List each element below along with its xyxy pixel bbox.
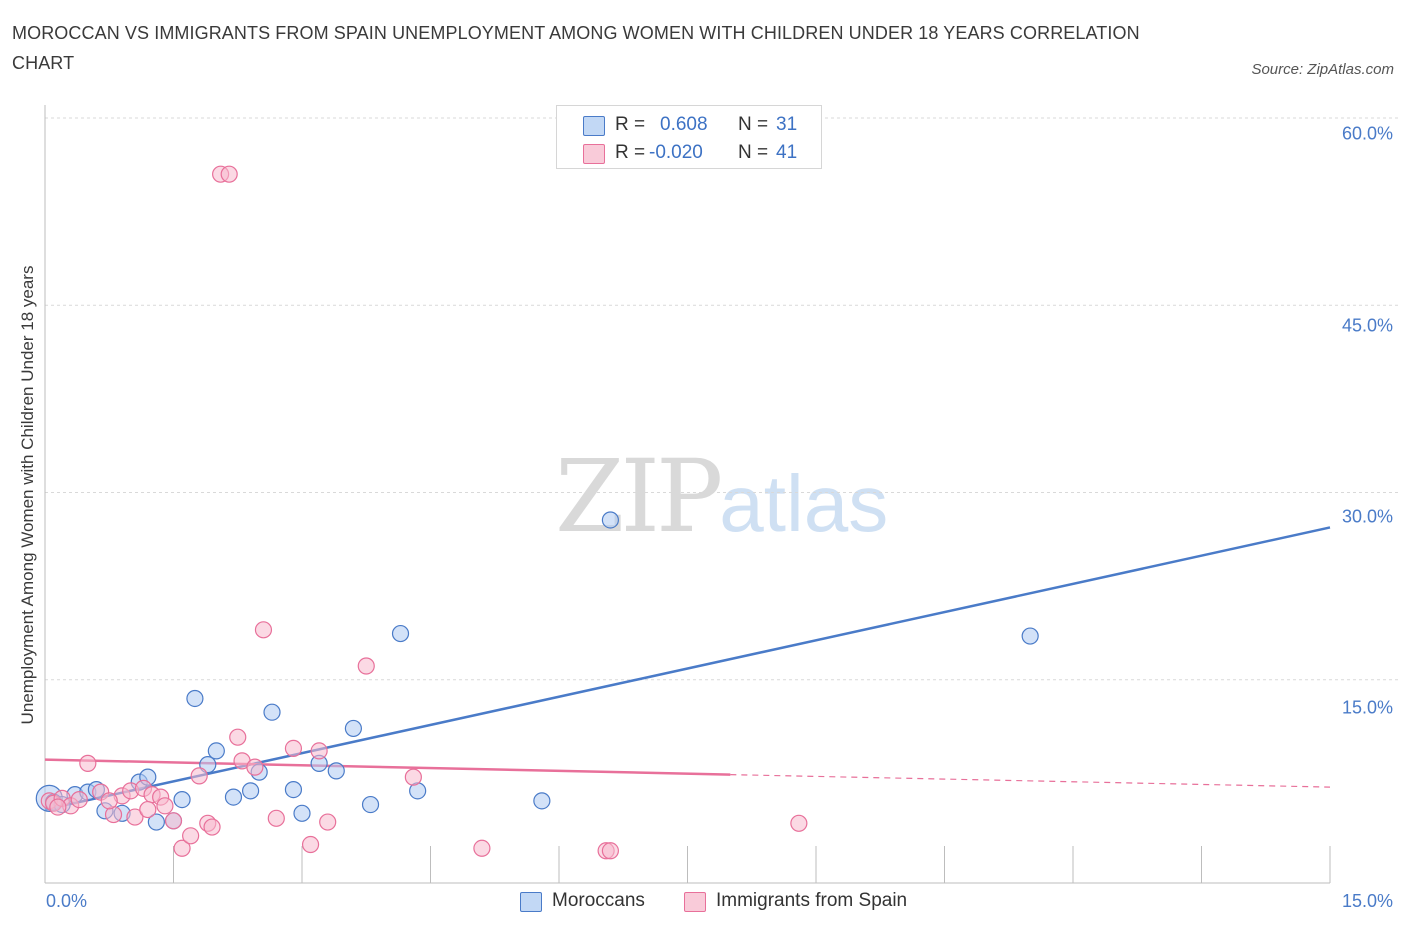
legend-n-value: 31 bbox=[776, 114, 798, 135]
legend-n-label: N = bbox=[738, 142, 769, 163]
point-moroccans bbox=[284, 781, 303, 799]
point-moroccans bbox=[147, 813, 165, 831]
point-spain bbox=[79, 754, 97, 772]
legend-n-label: N = bbox=[738, 114, 769, 135]
point-spain bbox=[229, 728, 247, 746]
point-spain bbox=[70, 790, 88, 809]
axis-layer bbox=[44, 105, 1331, 884]
point-spain bbox=[164, 812, 183, 830]
point-moroccans bbox=[327, 762, 345, 780]
point-spain bbox=[284, 739, 303, 758]
point-moroccans bbox=[344, 719, 362, 738]
y-tick-label: 30.0% bbox=[1341, 506, 1393, 527]
chart-source: Source: ZipAtlas.com bbox=[1251, 61, 1394, 78]
legend-swatch-pink bbox=[583, 144, 605, 164]
legend-r-label: R = bbox=[615, 142, 646, 163]
point-moroccans bbox=[293, 804, 311, 822]
point-moroccans bbox=[601, 511, 620, 529]
point-moroccans bbox=[533, 792, 551, 810]
y-tick-label: 15.0% bbox=[1341, 697, 1393, 718]
legend-swatch-pink bbox=[684, 892, 706, 912]
point-spain bbox=[156, 797, 174, 815]
x-tick-label: 0.0% bbox=[46, 891, 88, 911]
point-spain bbox=[790, 814, 808, 832]
legend-series-label: Moroccans bbox=[552, 890, 645, 911]
point-spain bbox=[357, 657, 375, 675]
trendline-spain bbox=[44, 758, 731, 776]
point-spain bbox=[254, 621, 273, 639]
point-spain bbox=[49, 798, 67, 816]
point-moroccans bbox=[186, 689, 204, 708]
point-moroccans bbox=[207, 742, 225, 760]
point-spain bbox=[139, 800, 157, 819]
y-axis-label: Unemployment Among Women with Children U… bbox=[18, 265, 37, 725]
point-moroccans bbox=[224, 788, 243, 806]
point-spain bbox=[126, 808, 144, 826]
point-spain bbox=[100, 792, 118, 810]
legend-r-value: 0.608 bbox=[660, 114, 708, 135]
point-moroccans bbox=[361, 795, 380, 814]
point-moroccans bbox=[263, 703, 281, 721]
legend-n-value: 41 bbox=[776, 142, 798, 163]
point-moroccans bbox=[242, 782, 260, 800]
point-spain bbox=[301, 835, 320, 854]
points-layer bbox=[35, 165, 1039, 860]
point-spain bbox=[267, 809, 285, 827]
legend-series-label: Immigrants from Spain bbox=[716, 890, 908, 911]
x-tick-label: 15.0% bbox=[1341, 891, 1393, 911]
point-moroccans bbox=[173, 790, 191, 809]
point-spain bbox=[601, 842, 620, 860]
trendline-spain-extension bbox=[730, 774, 1331, 788]
point-spain bbox=[319, 813, 337, 831]
point-spain bbox=[473, 839, 491, 857]
legend-swatch-blue bbox=[520, 892, 542, 912]
point-spain bbox=[173, 839, 191, 857]
grid-layer bbox=[45, 117, 1400, 681]
legend-r-label: R = bbox=[615, 114, 646, 135]
point-moroccans bbox=[391, 624, 410, 643]
y-tick-label: 45.0% bbox=[1341, 315, 1393, 336]
point-spain bbox=[404, 768, 422, 786]
watermark-atlas: atlas bbox=[719, 459, 889, 548]
legend-swatch-blue bbox=[583, 116, 605, 136]
point-moroccans bbox=[1021, 627, 1039, 645]
point-spain bbox=[182, 827, 200, 845]
point-spain bbox=[310, 742, 328, 760]
point-spain bbox=[246, 758, 264, 776]
point-spain bbox=[220, 165, 238, 183]
chart-title: MOROCCAN VS IMMIGRANTS FROM SPAIN UNEMPL… bbox=[12, 23, 1140, 73]
legend-r-value: -0.020 bbox=[649, 142, 703, 163]
point-spain bbox=[203, 818, 221, 836]
y-tick-label: 60.0% bbox=[1341, 123, 1393, 144]
point-spain bbox=[190, 767, 208, 785]
watermark-zip: ZIP bbox=[555, 438, 723, 555]
watermark: ZIPatlas bbox=[555, 438, 888, 555]
stats-legend: R = 0.608 N = 31 R = -0.020 N = 41 bbox=[556, 105, 822, 169]
